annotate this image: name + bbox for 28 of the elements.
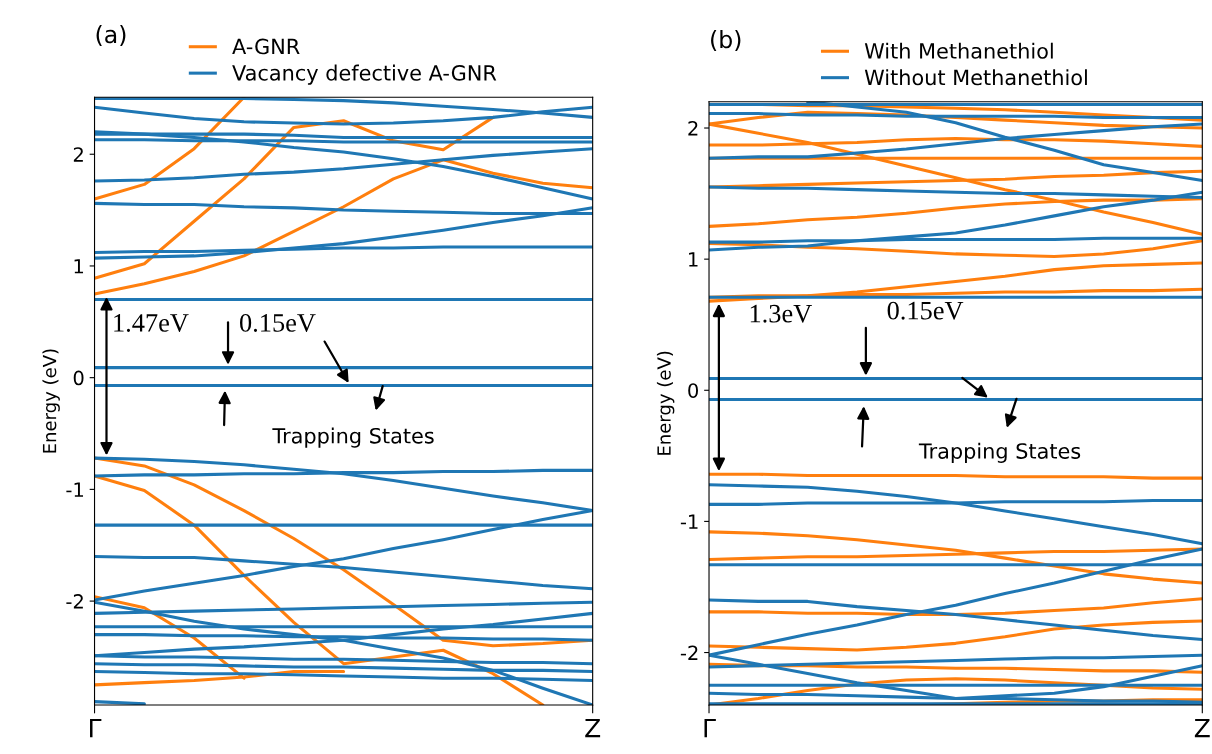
y-tick-label: 2 [73,147,83,162]
y-tick-label: 0 [688,383,699,398]
y-tick-label: 2 [688,120,698,136]
y-axis-title: Energy (eV) [42,349,60,453]
annotation: 1.47eV [114,314,189,332]
y-tick-label: -1 [680,514,698,529]
legend-label: Vacancy defective A-GNR [232,64,497,85]
annotation: 0.15eV [887,301,964,320]
y-axis-title: Energy (eV) [656,351,675,455]
annotation: Trapping States [272,427,434,448]
x-tick-label: Z [585,718,601,738]
y-tick-label: -2 [680,645,698,660]
y-tick-label: -1 [66,482,84,497]
legend-label: Without Methanethiol [864,69,1087,86]
annotation: 0.15eV [240,313,316,332]
annotation: 1.3eV [750,304,812,323]
chart-title: (a) [96,25,126,47]
annotation: Trapping States [918,442,1081,463]
x-tick-label: Z [1194,718,1210,738]
y-tick-label: 1 [689,252,698,267]
chart-title: (b) [711,30,741,52]
x-tick-label: Γ [704,718,716,738]
legend-label: With Methanethiol [864,42,1053,59]
y-tick-label: 1 [74,259,84,274]
y-tick-label: -2 [66,594,83,609]
x-tick-label: Γ [90,718,102,738]
legend-label: A-GNR [232,38,300,55]
y-tick-label: 0 [73,370,84,386]
